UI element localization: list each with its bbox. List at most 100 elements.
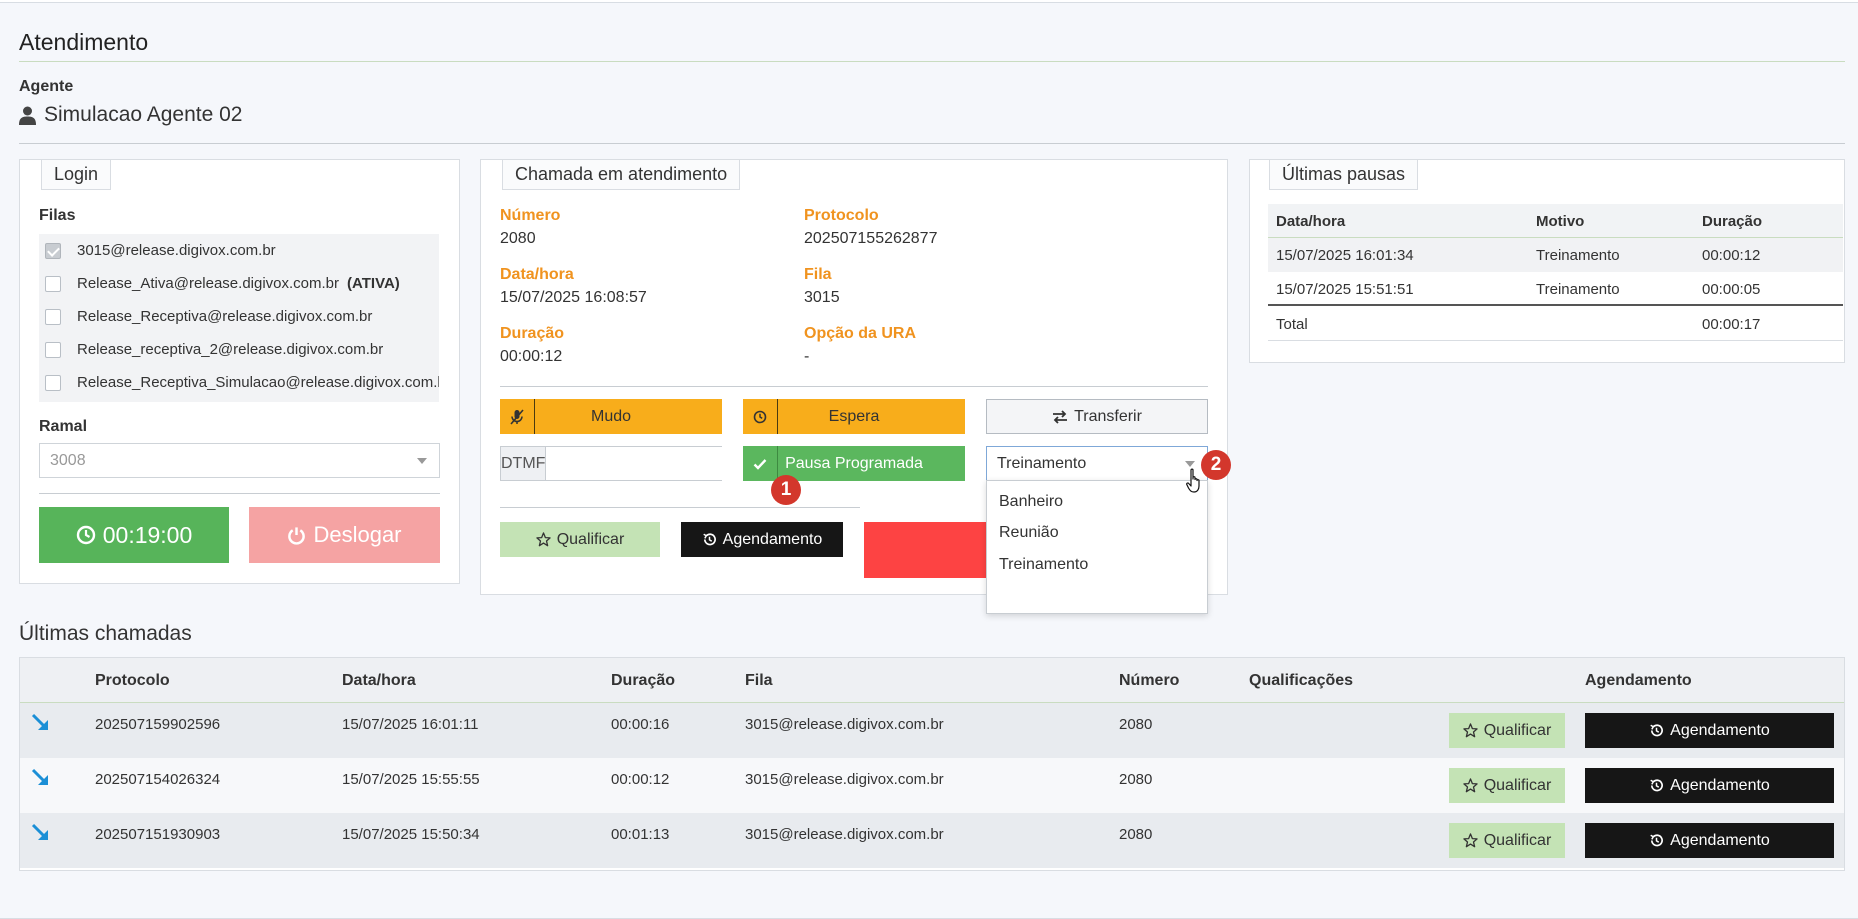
- login-divider: [39, 493, 440, 494]
- datahora-value: 15/07/2025 16:08:57: [500, 289, 647, 306]
- queue-checkbox[interactable]: [45, 308, 61, 325]
- pauses-legend: Últimas pausas: [1269, 159, 1419, 190]
- queue-checkbox[interactable]: [45, 341, 61, 358]
- col-qualificacoes: Qualificações: [1249, 672, 1354, 689]
- logout-button[interactable]: Deslogar: [249, 507, 440, 563]
- queue-name: Release_Ativa@release.digivox.com.br: [77, 275, 340, 292]
- table-row: 15/07/2025 16:01:34 Treinamento 00:00:12: [1268, 238, 1843, 272]
- login-panel: Login Filas 3015@release.digivox.com.br …: [19, 159, 460, 584]
- queue-active-tag: (ATIVA): [347, 275, 400, 292]
- schedule-button[interactable]: Agendamento: [681, 522, 843, 557]
- row-qualify-button[interactable]: Qualificar: [1449, 768, 1565, 803]
- qualify-button[interactable]: Qualificar: [500, 522, 660, 557]
- queue-item[interactable]: Release_Receptiva_Simulacao@release.digi…: [39, 366, 439, 399]
- transfer-button[interactable]: Transferir: [986, 399, 1208, 434]
- queue-checkbox[interactable]: [45, 374, 61, 391]
- hold-button[interactable]: Espera: [743, 399, 965, 434]
- row-qualify-button[interactable]: Qualificar: [1449, 823, 1565, 858]
- call-legend: Chamada em atendimento: [502, 159, 741, 190]
- call-protocolo: 202507159902596: [95, 716, 221, 733]
- call-protocolo: 202507151930903: [95, 826, 221, 843]
- login-timer-button[interactable]: 00:19:00: [39, 507, 229, 563]
- pause-duracao: 00:00:12: [1702, 247, 1761, 264]
- row-qualify-label: Qualificar: [1483, 831, 1552, 849]
- call-panel: Chamada em atendimento Número 2080 Proto…: [480, 159, 1231, 614]
- queue-item[interactable]: 3015@release.digivox.com.br: [39, 234, 276, 267]
- pause-reason-dropdown: Banheiro Reunião Treinamento: [986, 480, 1208, 614]
- title-divider: [19, 61, 1845, 62]
- call-fila: 3015@release.digivox.com.br: [745, 826, 944, 843]
- dtmf-input[interactable]: [546, 447, 728, 480]
- hold-label: Espera: [828, 407, 880, 425]
- queue-name: Release_Receptiva@release.digivox.com.br: [77, 308, 373, 325]
- call-fila: 3015@release.digivox.com.br: [745, 716, 944, 733]
- row-qualify-button[interactable]: Qualificar: [1449, 713, 1565, 748]
- fila-label: Fila: [804, 266, 832, 283]
- clock-icon: [753, 399, 778, 434]
- transfer-arrows-icon: [1053, 409, 1068, 424]
- call-duracao: 00:00:12: [611, 771, 670, 788]
- col-duracao: Duração: [611, 672, 676, 689]
- col-protocolo: Protocolo: [95, 672, 170, 689]
- dtmf-label: DTMF: [501, 447, 547, 480]
- power-icon: [288, 526, 306, 545]
- queue-checkbox[interactable]: [45, 275, 61, 292]
- calls-table-header: Protocolo Data/hora Duração Fila Número …: [20, 658, 1844, 703]
- pause-reason-select[interactable]: Treinamento: [986, 446, 1208, 481]
- transfer-label: Transferir: [1074, 407, 1142, 425]
- call-divider: [500, 386, 1208, 387]
- mic-off-icon: [510, 399, 535, 434]
- datahora-label: Data/hora: [500, 266, 574, 283]
- row-schedule-label: Agendamento: [1670, 776, 1770, 794]
- queue-list: 3015@release.digivox.com.br Release_Ativ…: [39, 234, 439, 402]
- queue-name: Release_receptiva_2@release.digivox.com.…: [77, 341, 384, 358]
- row-schedule-label: Agendamento: [1670, 721, 1770, 739]
- pause-option[interactable]: Treinamento: [999, 556, 1089, 573]
- queues-label: Filas: [39, 207, 76, 224]
- ramal-select[interactable]: 3008: [39, 443, 440, 478]
- queue-checkbox-checked[interactable]: [45, 242, 61, 259]
- pause-option[interactable]: Banheiro: [999, 493, 1064, 510]
- total-label: Total: [1276, 316, 1308, 333]
- star-icon: [1462, 778, 1478, 793]
- actions-divider: [500, 507, 860, 508]
- col-duracao: Duração: [1702, 213, 1763, 230]
- table-row: 202507154026324 15/07/2025 15:55:55 00:0…: [20, 758, 1844, 813]
- star-icon: [1462, 723, 1478, 738]
- table-row: 202507159902596 15/07/2025 16:01:11 00:0…: [20, 703, 1844, 758]
- call-datahora: 15/07/2025 15:55:55: [342, 771, 480, 788]
- incoming-call-arrow-icon: [31, 823, 48, 840]
- scheduled-pause-label: Pausa Programada: [785, 454, 923, 472]
- pause-motivo: Treinamento: [1536, 281, 1620, 298]
- incoming-call-arrow-icon: [31, 768, 48, 785]
- mute-button[interactable]: Mudo: [500, 399, 722, 434]
- hand-cursor-icon: [1186, 468, 1200, 493]
- queue-item[interactable]: Release_receptiva_2@release.digivox.com.…: [39, 333, 383, 366]
- agent-name-row: Simulacao Agente 02: [19, 103, 242, 127]
- scheduled-pause-button[interactable]: Pausa Programada: [743, 446, 965, 481]
- pause-datahora: 15/07/2025 15:51:51: [1276, 281, 1414, 298]
- queue-item[interactable]: Release_Receptiva@release.digivox.com.br: [39, 300, 372, 333]
- history-icon: [1650, 779, 1664, 792]
- pauses-panel: Últimas pausas Data/hora Motivo Duração …: [1249, 159, 1845, 363]
- fila-value: 3015: [804, 289, 840, 306]
- call-duracao: 00:00:16: [611, 716, 670, 733]
- check-icon: [753, 446, 778, 481]
- timer-label: 00:19:00: [102, 521, 193, 548]
- history-icon: [1650, 834, 1664, 847]
- row-schedule-button[interactable]: Agendamento: [1585, 713, 1834, 748]
- row-schedule-button[interactable]: Agendamento: [1585, 768, 1834, 803]
- queue-name: Release_Receptiva_Simulacao@release.digi…: [77, 374, 439, 391]
- ramal-label: Ramal: [39, 418, 88, 435]
- agent-label: Agente: [19, 78, 74, 95]
- clock-icon: [76, 525, 95, 545]
- queue-item[interactable]: Release_Ativa@release.digivox.com.br (AT…: [39, 267, 400, 300]
- pause-motivo: Treinamento: [1536, 247, 1620, 264]
- agent-name: Simulacao Agente 02: [44, 103, 243, 126]
- call-numero: 2080: [1119, 771, 1153, 788]
- queue-name: 3015@release.digivox.com.br: [77, 242, 276, 259]
- pause-option[interactable]: Reunião: [999, 524, 1059, 541]
- calls-table: Protocolo Data/hora Duração Fila Número …: [19, 657, 1845, 871]
- row-schedule-button[interactable]: Agendamento: [1585, 823, 1834, 858]
